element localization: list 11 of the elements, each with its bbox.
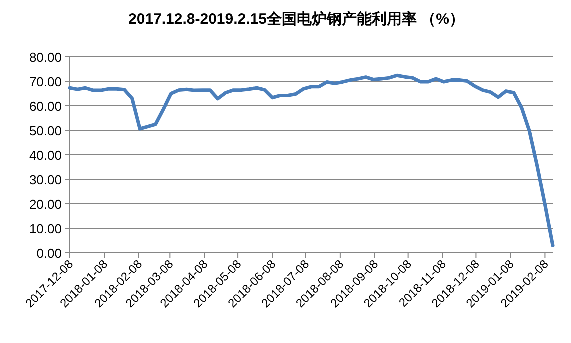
y-tick-label: 50.00 (29, 124, 62, 138)
line-series (68, 74, 555, 248)
y-tick-label: 0.00 (36, 246, 62, 261)
y-tick-label: 40.00 (29, 148, 62, 163)
y-tick-label: 20.00 (29, 197, 62, 212)
y-tick-label: 80.00 (29, 50, 62, 65)
y-tick-label: 30.00 (29, 172, 62, 188)
y-tick-label: 70.00 (29, 74, 62, 90)
chart-title: 2017.12.8-2019.2.15全国电炉钢产能利用率 （%） (128, 10, 464, 28)
y-tick-label: 60.00 (29, 99, 62, 114)
y-tick-label: 10.00 (29, 222, 62, 236)
